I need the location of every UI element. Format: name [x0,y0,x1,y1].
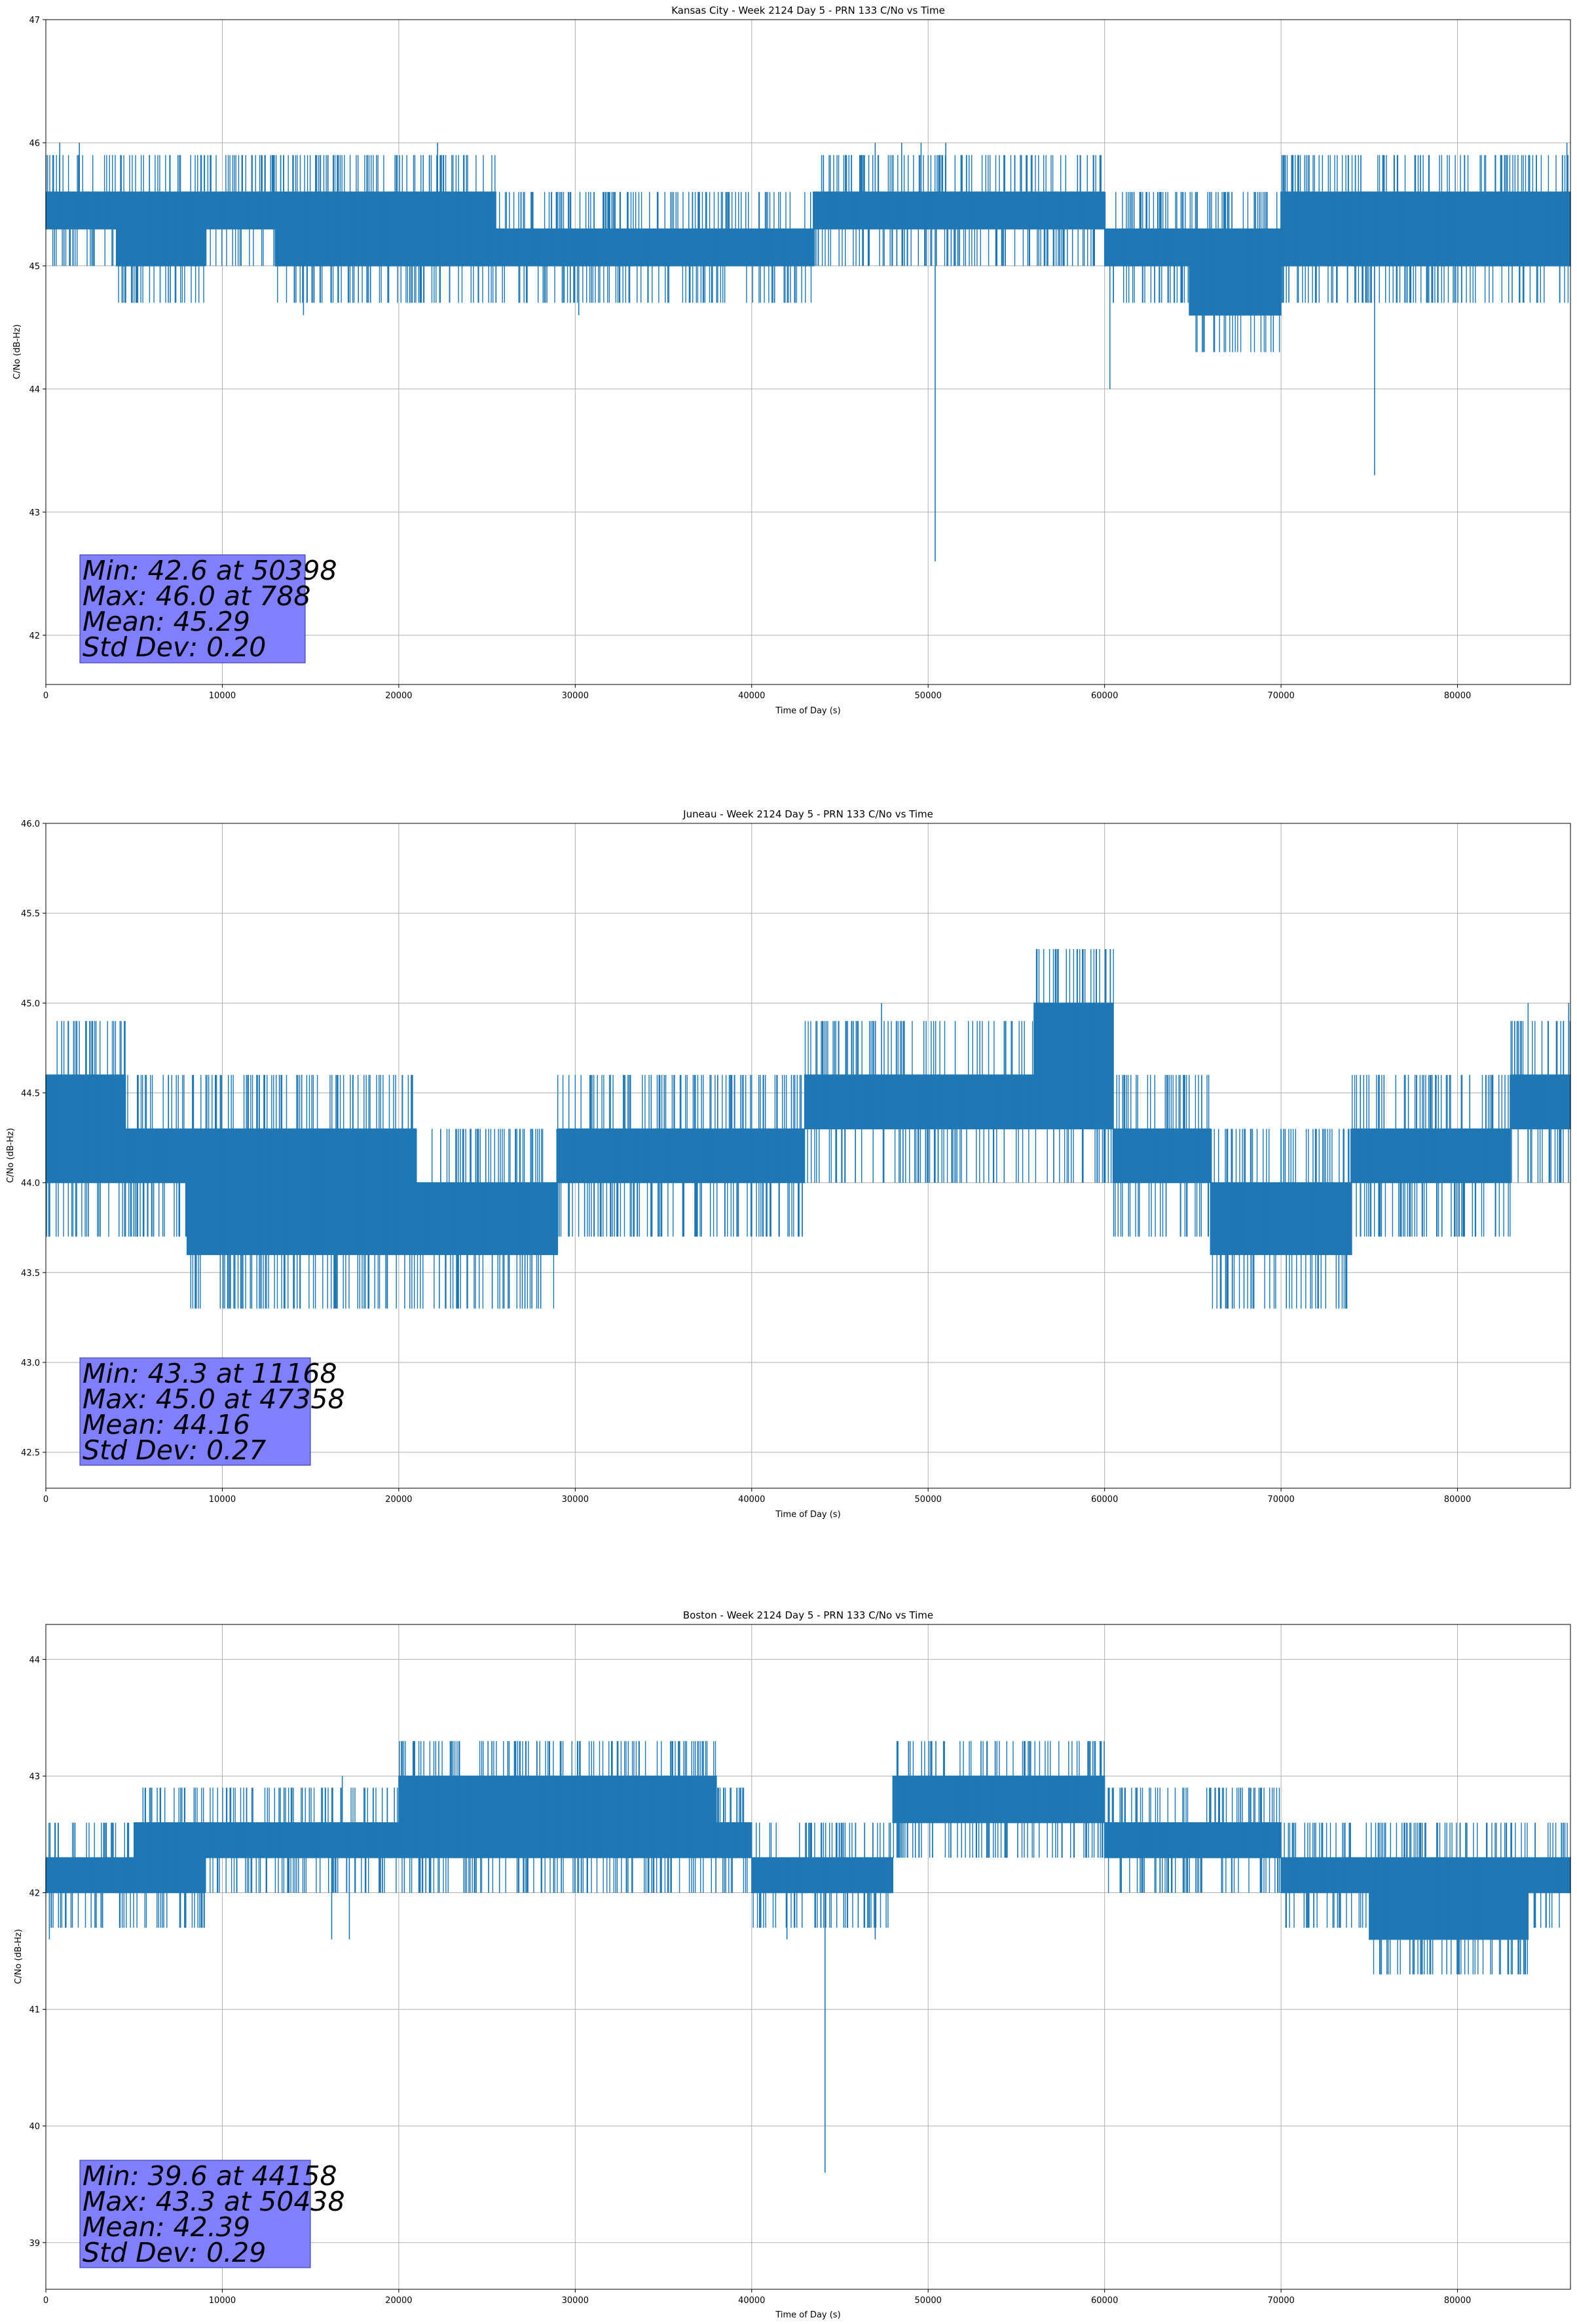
stats-max: Max: 46.0 at 788 [83,580,310,612]
y-tick-label: 43 [29,508,40,518]
stats-box: Min: 39.6 at 44158 Max: 43.3 at 50438 Me… [79,2160,345,2268]
x-tick-label: 60000 [1091,691,1118,701]
y-tick-label: 42 [29,631,40,641]
x-tick-label: 20000 [385,2296,412,2306]
x-tick-label: 30000 [562,2296,589,2306]
y-tick-label: 40 [29,2122,40,2132]
x-tick-label: 40000 [738,691,765,701]
y-axis-label: C/No (dB-Hz) [14,1929,24,1984]
x-tick-label: 0 [43,1495,48,1505]
stats-max: Max: 45.0 at 47358 [83,1383,345,1415]
stats-std-dev: Std Dev: 0.20 [83,631,266,663]
y-axis-label: C/No (dB-Hz) [6,1128,16,1183]
x-tick-label: 10000 [209,1495,236,1505]
chart-panel-boston: 0 10000 20000 30000 40000 50000 60000 70000 8000… [14,1609,1571,2320]
x-tick-label: 50000 [915,1495,942,1505]
x-tick-label: 40000 [738,1495,765,1505]
cno-line [45,1741,1571,1975]
x-tick-label: 80000 [1444,691,1471,701]
x-tick-label: 30000 [562,1495,589,1505]
x-tick-label: 20000 [385,691,412,701]
y-tick-label: 47 [29,16,40,26]
y-tick-label: 44 [29,1655,40,1665]
chart-panel-kansas-city: 0 10000 20000 30000 40000 50000 60000 70000 8000… [12,5,1571,716]
x-tick-label: 50000 [915,2296,942,2306]
x-axis-label: Time of Day (s) [775,1510,840,1520]
chart-panel-juneau: 0 10000 20000 30000 40000 50000 60000 70000 8000… [6,808,1571,1520]
chart-title: Boston - Week 2124 Day 5 - PRN 133 C/No … [683,1609,933,1621]
y-tick-label: 44 [29,385,40,395]
stats-min: Min: 43.3 at 11168 [83,1358,337,1389]
y-tick-label: 45 [29,262,40,272]
x-tick-label: 0 [43,691,48,701]
cno-series [45,1741,1571,2173]
x-tick-label: 20000 [385,1495,412,1505]
x-tick-label: 50000 [915,691,942,701]
y-axis-label: C/No (dB-Hz) [12,324,22,379]
chart-title: Juneau - Week 2124 Day 5 - PRN 133 C/No … [682,808,933,820]
x-tick-label: 10000 [209,691,236,701]
y-tick-label: 44.5 [21,1089,40,1098]
y-tick-label: 46.0 [21,819,40,829]
y-tick-label: 39 [29,2239,40,2249]
y-tick-label: 44.0 [21,1179,40,1189]
y-tick-label: 42 [29,1889,40,1899]
stats-std-dev: Std Dev: 0.29 [83,2237,266,2268]
y-tick-label: 45.5 [21,909,40,919]
cno-series [45,142,1571,562]
stats-min: Min: 39.6 at 44158 [83,2160,337,2192]
x-tick-label: 60000 [1091,1495,1118,1505]
y-tick-label: 42.5 [21,1448,40,1458]
stats-mean: Mean: 45.29 [83,606,250,637]
ticks: 0 10000 20000 30000 40000 50000 60000 70000 8000… [29,1655,1471,2306]
y-tick-label: 43 [29,1772,40,1782]
y-tick-label: 41 [29,2006,40,2015]
y-tick-label: 43.5 [21,1269,40,1279]
ticks: 0 10000 20000 30000 40000 50000 60000 70000 8000… [29,16,1471,701]
stats-box: Min: 43.3 at 11168 Max: 45.0 at 47358 Me… [79,1357,345,1466]
stats-box: Min: 42.6 at 50398 Max: 46.0 at 788 Mean… [79,554,337,664]
x-tick-label: 40000 [738,2296,765,2306]
stats-mean: Mean: 42.39 [83,2211,250,2243]
stats-mean: Mean: 44.16 [83,1409,250,1440]
cno-series [45,949,1571,1309]
x-tick-label: 60000 [1091,2296,1118,2306]
x-tick-label: 0 [43,2296,48,2306]
ticks: 0 10000 20000 30000 40000 50000 60000 70000 8000… [21,819,1471,1505]
stats-max: Max: 43.3 at 50438 [83,2186,345,2217]
x-tick-label: 70000 [1267,691,1294,701]
x-tick-label: 70000 [1267,2296,1294,2306]
x-tick-label: 70000 [1267,1495,1294,1505]
y-tick-label: 43.0 [21,1359,40,1368]
cno-line [45,949,1571,1309]
x-tick-label: 80000 [1444,1495,1471,1505]
chart-title: Kansas City - Week 2124 Day 5 - PRN 133 … [671,5,945,16]
y-tick-label: 46 [29,139,40,149]
x-tick-label: 10000 [209,2296,236,2306]
x-tick-label: 30000 [562,691,589,701]
y-tick-label: 45.0 [21,999,40,1009]
stats-std-dev: Std Dev: 0.27 [83,1434,266,1466]
x-tick-label: 80000 [1444,2296,1471,2306]
x-axis-label: Time of Day (s) [775,2310,840,2320]
cno-line [45,155,1571,352]
stats-min: Min: 42.6 at 50398 [83,555,337,586]
x-axis-label: Time of Day (s) [775,706,840,716]
